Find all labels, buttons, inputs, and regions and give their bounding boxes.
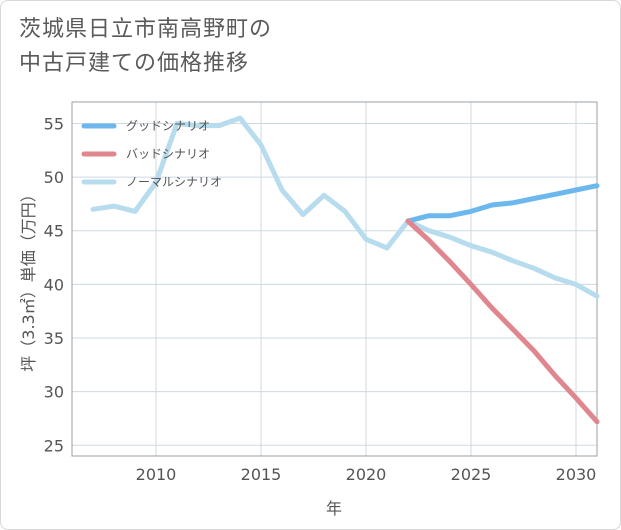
x-tick-label: 2010 (136, 465, 177, 484)
y-tick-label: 55 (44, 114, 64, 133)
x-tick-label: 2030 (556, 465, 597, 484)
x-tick-label: 2025 (451, 465, 492, 484)
plot-frame (71, 101, 598, 457)
x-tick-label: 2020 (346, 465, 387, 484)
y-axis-title: 坪（3.3㎡）単価（万円） (19, 186, 38, 371)
grid (72, 102, 597, 456)
y-tick-label: 25 (44, 436, 64, 455)
x-tick-label: 2015 (241, 465, 282, 484)
title-line-1: 茨城県日立市南高野町の (19, 17, 273, 42)
legend-label: バッドシナリオ (126, 147, 210, 161)
series-line-2 (90, 115, 600, 299)
legend-label: ノーマルシナリオ (126, 175, 222, 189)
series-line-1 (405, 218, 600, 425)
legend-label: グッドシナリオ (126, 119, 210, 133)
title-line-2: 中古戸建ての価格推移 (19, 51, 250, 76)
y-tick-label: 45 (44, 222, 64, 241)
y-tick-label: 50 (44, 168, 64, 187)
y-tick-label: 30 (44, 383, 64, 402)
x-axis-title: 年 (326, 499, 342, 518)
y-tick-label: 40 (44, 275, 64, 294)
chart-title: 茨城県日立市南高野町の 中古戸建ての価格推移 (19, 13, 272, 81)
x-tick-labels: 2010 2015 2020 2025 2030 (136, 465, 597, 484)
series-group (90, 115, 600, 425)
y-tick-label: 35 (44, 329, 64, 348)
y-tick-labels: 25 30 35 40 45 50 55 (44, 114, 64, 455)
series-line-0 (405, 183, 600, 224)
